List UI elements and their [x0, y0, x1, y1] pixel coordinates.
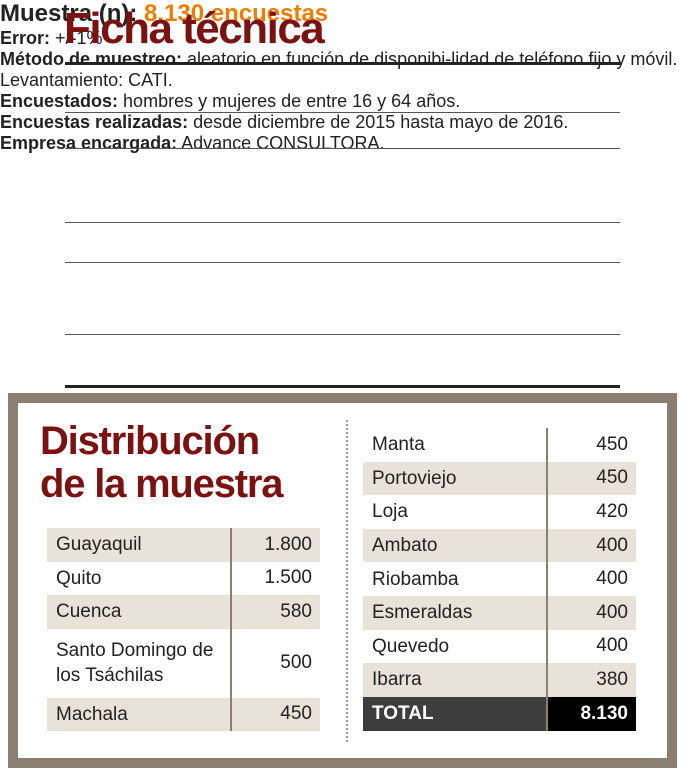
row-value: 8.130 [546, 696, 636, 731]
row-name: Guayaquil [47, 528, 230, 562]
detail-row: Método de muestreo: aleatorio en función… [0, 49, 685, 91]
detail-text: hombres y mujeres de entre 16 y 64 años. [123, 91, 461, 111]
rule [65, 62, 620, 65]
detail-label: Error: [0, 28, 51, 48]
row-name: Esmeraldas [363, 596, 546, 630]
row-name: Ambato [363, 528, 546, 563]
detail-row: Muestra (n): 8.130 encuestas [0, 0, 685, 28]
rule [65, 148, 620, 149]
detail-row: Error: +/-1% [0, 28, 685, 49]
detail-text: Advance CONSULTORA. [181, 133, 385, 153]
row-value: 450 [230, 697, 320, 731]
divider [346, 420, 348, 742]
row-value: 500 [230, 628, 320, 698]
detail-row: Encuestas realizadas: desde diciembre de… [0, 112, 685, 133]
detail-label: Encuestas realizadas: [0, 112, 189, 132]
row-value: 450 [546, 461, 636, 496]
row-value: 1.800 [230, 528, 320, 562]
row-name: Quito [47, 561, 230, 595]
row-value: 400 [546, 562, 636, 596]
row-name: Riobamba [363, 562, 546, 596]
rule [65, 262, 620, 263]
row-name: Portoviejo [363, 461, 546, 496]
row-name: Machala [47, 697, 230, 731]
title: Ficha técnica [64, 4, 325, 53]
detail-text: desde diciembre de 2015 hasta mayo de 20… [193, 112, 569, 132]
row-name: Quevedo [363, 629, 546, 664]
row-name: TOTAL [363, 696, 546, 731]
detail-label: Empresa encargada: [0, 133, 178, 153]
rule [65, 385, 620, 388]
row-value: 580 [230, 595, 320, 629]
row-value: 450 [546, 428, 636, 462]
detail-text: +/-1% [55, 28, 103, 48]
title-line: de la muestra [40, 462, 283, 506]
detail-text: 8.130 encuestas [144, 0, 329, 27]
distribution-title: Distribución de la muestra [40, 419, 283, 506]
row-name: Santo Domingo de los Tsáchilas [47, 628, 230, 698]
rule [65, 112, 620, 113]
detail-row: Empresa encargada: Advance CONSULTORA. [0, 133, 685, 154]
row-name: Cuenca [47, 595, 230, 629]
detail-label: Encuestados: [0, 91, 119, 111]
title-line: Distribución [40, 419, 260, 463]
row-name: Ibarra [363, 663, 546, 697]
row-value: 400 [546, 629, 636, 664]
detail-label: Muestra (n): [0, 0, 138, 27]
row-value: 400 [546, 596, 636, 630]
row-name: Manta [363, 428, 546, 462]
row-value: 1.500 [230, 561, 320, 595]
details: Muestra (n): 8.130 encuestas Error: +/-1%… [0, 0, 685, 388]
row-name: Loja [363, 495, 546, 529]
rule [65, 222, 620, 223]
detail-row: Encuestados: hombres y mujeres de entre … [0, 91, 685, 112]
row-value: 420 [546, 495, 636, 529]
row-value: 380 [546, 663, 636, 697]
row-value: 400 [546, 528, 636, 563]
rule [65, 334, 620, 335]
